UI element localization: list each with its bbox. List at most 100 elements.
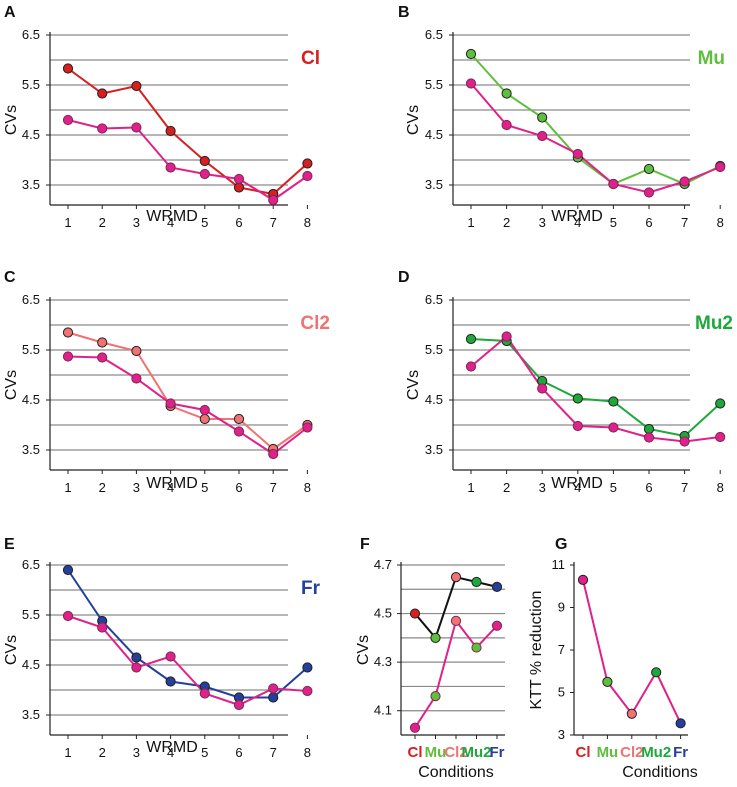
- y-axis-label: CVs: [405, 370, 422, 400]
- y-tick-label: 4.3: [374, 654, 392, 669]
- data-point: [131, 373, 142, 384]
- x-axis-label: Conditions: [418, 764, 494, 781]
- y-tick-label: 3.5: [22, 442, 40, 457]
- data-point: [233, 413, 245, 425]
- y-axis-label: CVs: [355, 635, 372, 665]
- x-tick-label: 2: [99, 480, 106, 495]
- x-tick-label: 8: [304, 745, 311, 760]
- data-point: [165, 162, 176, 173]
- data-point: [577, 574, 589, 585]
- y-tick-label: 4.5: [425, 392, 443, 407]
- data-point: [715, 431, 726, 443]
- x-tick-label: Cl: [576, 744, 591, 761]
- y-tick-label: 5: [558, 685, 565, 700]
- legend-label: Cl: [301, 48, 320, 69]
- data-point: [643, 423, 655, 435]
- data-point: [608, 396, 619, 407]
- data-point: [471, 642, 482, 653]
- series-line: [470, 82, 721, 194]
- data-point: [199, 404, 210, 416]
- y-tick-label: 6.5: [22, 292, 40, 307]
- x-tick-label: 1: [64, 745, 71, 760]
- data-point: [165, 398, 176, 409]
- data-point: [679, 176, 690, 187]
- data-point: [409, 608, 421, 619]
- series-line: [470, 53, 721, 186]
- data-point: [268, 692, 279, 703]
- y-tick-label: 9: [558, 600, 565, 615]
- data-point: [465, 333, 477, 345]
- series-line: [414, 618, 498, 729]
- y-tick-label: 11: [552, 557, 566, 572]
- series-line: [67, 569, 309, 699]
- x-tick-label: 7: [270, 480, 277, 495]
- x-axis-label: WRMD: [551, 475, 603, 492]
- data-point: [268, 683, 279, 694]
- data-point: [651, 667, 662, 678]
- data-point: [679, 436, 690, 447]
- data-point: [537, 130, 548, 142]
- data-point: [97, 123, 108, 134]
- y-tick-label: 5.5: [22, 342, 40, 357]
- data-point: [715, 398, 726, 409]
- series-line: [67, 331, 308, 451]
- data-point: [165, 676, 176, 687]
- x-tick-label: 6: [235, 215, 242, 230]
- data-point: [62, 327, 74, 338]
- legend-label: Cl2: [300, 313, 330, 334]
- x-tick-label: 1: [64, 215, 71, 230]
- data-point: [608, 178, 619, 190]
- x-tick-label: 2: [99, 745, 106, 760]
- data-point: [450, 615, 462, 626]
- x-tick-label: 3: [539, 480, 546, 495]
- y-tick-label: 3.5: [22, 707, 40, 722]
- series-line: [414, 575, 498, 640]
- data-point: [97, 88, 108, 99]
- x-tick-label: 5: [201, 745, 208, 760]
- data-point: [131, 652, 142, 663]
- x-tick-label: 3: [133, 480, 140, 495]
- data-point: [471, 576, 482, 588]
- panel-a: A 6.5 5.5 4.5 3.5 1 2 3 4 5 6 7 8 WRMD CVs Cl: [3, 4, 320, 230]
- y-tick-label: 4.1: [374, 703, 392, 718]
- y-tick-label: 4.5: [22, 657, 40, 672]
- x-tick-label: 6: [235, 745, 242, 760]
- y-tick-label: 6.5: [425, 27, 443, 42]
- data-point: [572, 393, 583, 404]
- y-tick-label: 3.5: [22, 177, 40, 192]
- y-tick-label: 6.5: [425, 292, 443, 307]
- data-point: [97, 622, 108, 633]
- data-point: [302, 422, 313, 433]
- x-tick-label: 4: [167, 745, 174, 760]
- data-point: [62, 610, 74, 622]
- x-tick-label: 7: [270, 745, 277, 760]
- data-point: [501, 119, 512, 131]
- x-tick-label: 2: [99, 215, 106, 230]
- data-point: [302, 662, 313, 673]
- data-point: [233, 699, 245, 711]
- data-point: [268, 194, 279, 206]
- x-tick-label: 4: [167, 215, 174, 230]
- data-point: [62, 564, 74, 576]
- data-point: [491, 620, 503, 631]
- x-tick-label: 4: [574, 215, 581, 230]
- panel-letter: B: [398, 4, 410, 21]
- data-point: [62, 114, 74, 126]
- data-point: [715, 161, 726, 173]
- series-line: [470, 338, 721, 438]
- x-tick-label: Cl: [408, 744, 423, 761]
- data-point: [675, 718, 686, 729]
- series-line: [470, 335, 721, 443]
- y-tick-label: 5.5: [425, 77, 443, 92]
- x-axis-label: WRMD: [146, 208, 198, 225]
- x-tick-label: Cl2: [620, 744, 643, 761]
- series-line: [67, 119, 308, 202]
- y-tick-label: 5.5: [22, 77, 40, 92]
- panel-letter: A: [4, 4, 16, 21]
- series-line: [67, 355, 309, 456]
- x-tick-label: 5: [610, 215, 617, 230]
- data-point: [233, 173, 245, 185]
- x-tick-label: 7: [270, 215, 277, 230]
